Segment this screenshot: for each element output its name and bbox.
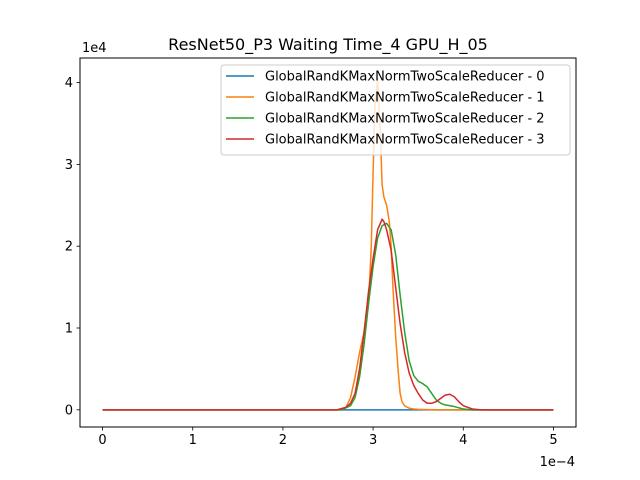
y-tick-label: 2 — [65, 240, 73, 255]
legend-label-3: GlobalRandKMaxNormTwoScaleReducer - 3 — [265, 133, 545, 148]
series-line-3 — [102, 218, 554, 411]
legend-label-2: GlobalRandKMaxNormTwoScaleReducer - 2 — [265, 112, 545, 127]
legend-box — [220, 64, 571, 156]
legend-label-1: GlobalRandKMaxNormTwoScaleReducer - 1 — [265, 91, 545, 106]
y-axis-multiplier: 1e4 — [82, 41, 107, 56]
x-tick-label: 5 — [549, 433, 557, 448]
series-line-2 — [102, 222, 554, 411]
y-tick-label: 0 — [65, 403, 73, 418]
y-tick-label: 3 — [65, 158, 73, 173]
series-line-1 — [102, 77, 554, 411]
legend-label-0: GlobalRandKMaxNormTwoScaleReducer - 0 — [265, 70, 545, 85]
series-layer — [102, 77, 554, 411]
x-tick-label: 3 — [369, 433, 377, 448]
y-tick-label: 1 — [65, 322, 73, 337]
plot-area — [79, 57, 577, 428]
x-tick-label: 4 — [459, 433, 467, 448]
x-axis: 0 1 2 3 4 5 — [98, 427, 558, 448]
x-axis-multiplier: 1e−4 — [540, 455, 575, 470]
x-tick-label: 1 — [189, 433, 197, 448]
y-tick-label: 4 — [65, 76, 73, 91]
x-tick-label: 0 — [98, 433, 106, 448]
y-axis: 0 1 2 3 4 — [65, 76, 80, 418]
x-tick-label: 2 — [279, 433, 287, 448]
chart-title: ResNet50_P3 Waiting Time_4 GPU_H_05 — [168, 35, 488, 55]
legend: GlobalRandKMaxNormTwoScaleReducer - 0 Glo… — [220, 64, 571, 156]
